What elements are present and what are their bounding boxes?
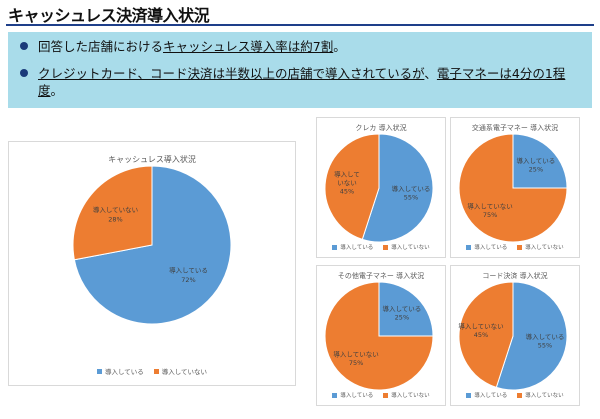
chart-transit-emoney: 交通系電子マネー 導入状況 導入している 25% 導入していない 75% 導入している 導入… [450,117,580,258]
bullet-dot-icon [20,69,28,77]
legend-label: 導入している [340,393,374,399]
data-label: 75% [483,211,497,219]
legend-swatch [517,244,523,250]
chart-title: その他電子マネー 導入状況 [337,272,425,280]
pie-slice-not-introduced [458,281,514,388]
legend-label: 導入している [104,368,144,376]
pie-slice-introduced [361,133,434,243]
data-label: 25% [529,165,543,173]
data-label: 導入して [334,169,360,178]
pie-slice-introduced [512,133,568,189]
summary-bullet-2: クレジットカード、コード決済は半数以上の店舗で導入されているが、電子マネーは4分… [20,65,580,99]
chart-legend: 導入している 導入していない [317,391,445,399]
data-label: 72% [181,276,195,284]
summary-bullet-1: 回答した店舗におけるキャッシュレス導入率は約7割。 [20,38,580,55]
chart-title: キャッシュレス導入状況 [108,155,196,164]
chart-title: 交通系電子マネー 導入状況 [471,124,559,132]
data-label: いない [337,179,357,187]
data-label: 導入している [517,156,556,165]
pie-slice-introduced [378,281,434,337]
chart-credit-card: クレカ 導入状況 導入している 55% 導入して いない 45% 導入している 導入していない [316,117,446,258]
pie-slice-not-introduced [72,165,153,261]
data-label: 55% [538,341,552,349]
legend-swatch [332,392,338,398]
chart-legend: 導入している 導入していない [451,391,579,399]
summary-box: 回答した店舗におけるキャッシュレス導入率は約7割。 クレジットカード、コード決済… [8,32,592,108]
chart-other-emoney: その他電子マネー 導入状況 導入している 25% 導入していない 75% 導入している 導入… [316,265,446,406]
legend-label: 導入していない [391,245,430,251]
legend-swatch [383,392,389,398]
legend-item: 導入していない [383,391,430,399]
data-label: 55% [404,193,418,201]
data-label: 導入していない [333,350,378,359]
legend-swatch [517,392,523,398]
data-label: 導入していない [93,205,138,214]
data-label: 75% [349,359,363,367]
chart-title: クレカ 導入状況 [355,124,407,132]
data-label: 28% [108,216,122,224]
bullet-text: 回答した店舗におけるキャッシュレス導入率は約7割。 [20,38,580,55]
data-label: 25% [395,313,409,321]
legend-label: 導入している [474,393,508,399]
data-label: 45% [340,187,354,195]
legend-item: 導入していない [153,366,208,376]
legend-item: 導入していない [383,243,430,251]
legend-item: 導入していない [517,243,564,251]
data-label: 導入している [383,304,422,313]
pie-slice-not-introduced [324,133,380,240]
bullet-segment: 。 [333,39,346,54]
data-label: 導入していない [467,202,512,211]
legend-swatch [466,244,472,250]
legend-item: 導入している [332,243,373,251]
legend-label: 導入していない [391,393,430,399]
legend-label: 導入している [340,245,374,251]
legend-item: 導入していない [517,391,564,399]
pie-slice-not-introduced [458,133,568,243]
chart-title: コード決済 導入状況 [482,272,548,280]
chart-legend: 導入している 導入していない [9,366,295,376]
legend-label: 導入している [474,245,508,251]
bullet-dot-icon [20,42,28,50]
legend-item: 導入している [332,391,373,399]
legend-item: 導入している [96,366,144,376]
legend-label: 導入していない [525,245,564,251]
chart-code-payment: コード決済 導入状況 導入している 55% 導入していない 45% 導入している 導入してい… [450,265,580,406]
data-label: 導入している [392,184,431,193]
legend-swatch [96,368,102,374]
pie-slice-not-introduced [324,281,434,391]
legend-swatch [466,392,472,398]
data-label: 45% [474,331,488,339]
bullet-segment: 回答した店舗における [38,39,164,54]
pie-slice-introduced [73,165,232,325]
bullet-segment: クレジットカード、コード決済は半数以上の店舗で導入されているが [38,66,425,81]
chart-legend: 導入している 導入していない [317,243,445,251]
data-label: 導入していない [458,322,503,331]
legend-item: 導入している [466,243,507,251]
data-label: 導入している [526,332,565,341]
legend-label: 導入していない [525,393,564,399]
legend-swatch [153,368,159,374]
legend-label: 導入していない [161,368,208,376]
legend-swatch [383,244,389,250]
bullet-segment: 。 [50,83,64,98]
chart-legend: 導入している 導入していない [451,243,579,251]
bullet-segment: キャッシュレス導入率は約7割 [163,39,334,54]
chart-overall: キャッシュレス導入状況 導入している 72% 導入していない 28% 導入している 導入して… [8,141,296,386]
bullet-segment: 、 [424,66,437,81]
pie-chart: 導入している 72% 導入していない 28% [72,165,232,325]
page-title: キャッシュレス決済導入状況 [8,6,210,25]
bullet-segment: 電子マネーは4分の1程度 [38,66,566,98]
title-underline [6,24,594,26]
legend-swatch [332,244,338,250]
data-label: 導入している [169,265,208,274]
legend-item: 導入している [466,391,507,399]
pie-slice-introduced [495,281,568,391]
bullet-text: クレジットカード、コード決済は半数以上の店舗で導入されているが、電子マネーは4分… [20,65,580,99]
